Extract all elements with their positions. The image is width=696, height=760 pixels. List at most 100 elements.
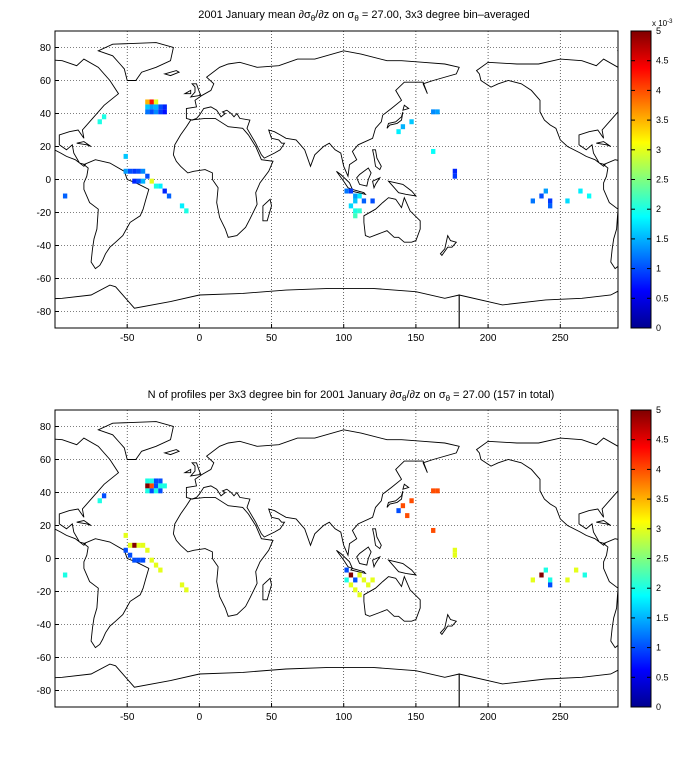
data-cell (357, 193, 362, 199)
coastline (55, 58, 120, 167)
data-cell (158, 104, 163, 110)
y-tick-label: -80 (37, 307, 52, 318)
colorbar-tick-label: 5 (656, 26, 661, 36)
bottom-coastlines (55, 421, 696, 707)
colorbar-tick-label: 4 (656, 85, 661, 95)
data-cell (409, 498, 414, 504)
data-cell (149, 557, 154, 563)
colorbar-tick-label: 2.5 (656, 175, 669, 185)
data-cell (344, 577, 349, 583)
coastline (55, 437, 120, 546)
data-cell (166, 193, 172, 199)
data-cell (153, 104, 159, 110)
coastline (602, 159, 618, 270)
colorbar-tick-label: 4 (656, 464, 661, 474)
data-cell (431, 527, 436, 533)
data-cell (357, 592, 362, 598)
data-cell (184, 208, 189, 214)
x-tick-label: 250 (552, 333, 569, 344)
colorbar-tick-label: 3 (656, 524, 661, 534)
top-coastlines (55, 42, 696, 328)
data-cell (149, 109, 154, 115)
coastline (350, 567, 367, 575)
data-cell (127, 542, 133, 548)
coastline (386, 111, 404, 129)
data-cell (353, 213, 358, 219)
data-cell (547, 198, 553, 204)
coastline (684, 450, 696, 455)
x-tick-label: 200 (480, 712, 497, 723)
colorbar-tick-label: 0 (656, 702, 661, 712)
data-cell (97, 119, 102, 125)
coastline (387, 559, 418, 576)
data-cell (136, 542, 141, 548)
coastline (356, 167, 372, 187)
coastline (475, 58, 618, 167)
data-cell (547, 577, 553, 583)
data-cell (140, 168, 146, 174)
data-cell (366, 582, 371, 588)
data-cell (145, 478, 150, 484)
data-cell (149, 99, 154, 105)
data-cell (162, 483, 167, 489)
coastline (76, 520, 92, 526)
data-cell (153, 183, 159, 189)
colorbar-tick-label: 3 (656, 145, 661, 155)
data-cell (136, 557, 141, 563)
data-cell (348, 582, 354, 588)
y-tick-label: 80 (40, 422, 52, 433)
data-cell (353, 577, 358, 583)
y-tick-label: 40 (40, 488, 52, 499)
x-tick-label: -50 (120, 712, 135, 723)
coastline (602, 538, 618, 649)
data-cell (127, 552, 133, 558)
x-tick-label: 0 (197, 333, 203, 344)
coastline (163, 70, 181, 77)
x-tick-label: 100 (335, 712, 352, 723)
data-cell (405, 513, 410, 519)
top-title: 2001 January mean ∂σθ/∂z on σθ = 27.00, … (198, 9, 530, 23)
data-cell (149, 178, 154, 184)
data-cell (132, 178, 137, 184)
data-cell (431, 488, 436, 494)
y-tick-label: -20 (37, 208, 52, 219)
data-cell (565, 577, 570, 583)
x-tick-label: 50 (266, 712, 278, 723)
data-cell (431, 109, 436, 115)
data-cell (530, 577, 535, 583)
data-cell (435, 109, 440, 115)
y-tick-label: -60 (37, 653, 52, 664)
data-cell (530, 198, 535, 204)
data-cell (153, 488, 159, 494)
coastline (387, 180, 418, 197)
coastline (183, 468, 192, 474)
data-cell (396, 508, 401, 514)
colorbar-tick-label: 1 (656, 643, 661, 653)
coastline (372, 176, 382, 190)
y-tick-label: 20 (40, 521, 52, 532)
x-tick-label: 0 (197, 712, 203, 723)
y-tick-label: 20 (40, 142, 52, 153)
data-cell (348, 188, 354, 194)
data-cell (153, 109, 159, 115)
x-tick-label: 250 (552, 712, 569, 723)
coastline (172, 117, 274, 238)
data-cell (145, 173, 150, 179)
data-cell (123, 168, 128, 174)
y-tick-label: -20 (37, 587, 52, 598)
data-cell (136, 168, 141, 174)
coastline (684, 71, 696, 76)
data-cell (184, 587, 189, 593)
data-cell (435, 488, 440, 494)
data-cell (132, 557, 137, 563)
colorbar-tick-label: 1.5 (656, 613, 669, 623)
data-cell (452, 168, 458, 174)
data-cell (565, 198, 570, 204)
y-tick-label: 80 (40, 43, 52, 54)
y-tick-label: -40 (37, 241, 52, 252)
coastline (97, 421, 174, 460)
data-cell (357, 208, 362, 214)
y-tick-label: 0 (45, 554, 51, 565)
data-cell (145, 104, 150, 110)
